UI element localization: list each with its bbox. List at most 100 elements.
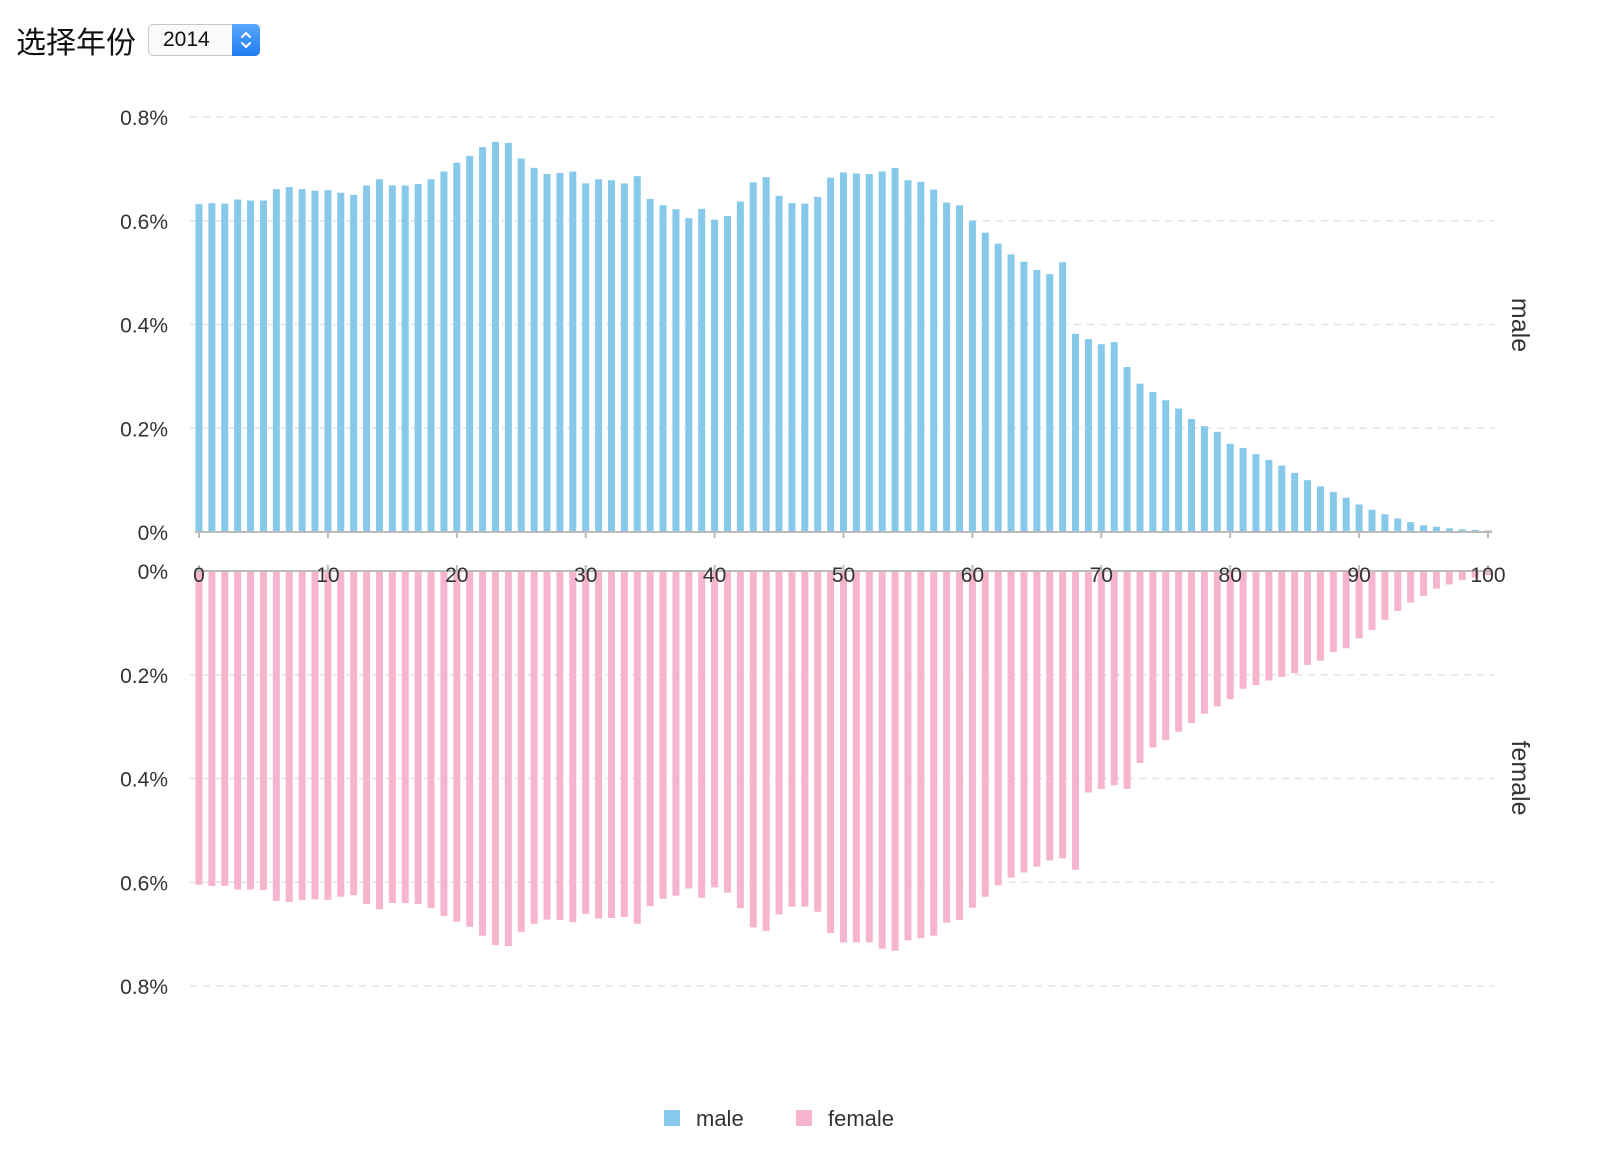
female-bar[interactable] [1252, 571, 1260, 686]
male-bar[interactable] [633, 176, 641, 532]
female-bar[interactable] [1471, 571, 1479, 578]
female-bar[interactable] [646, 571, 654, 907]
female-bar[interactable] [1188, 571, 1196, 723]
female-bar[interactable] [1394, 571, 1402, 611]
female-bar[interactable] [788, 571, 796, 907]
female-bar[interactable] [401, 571, 409, 903]
male-bar[interactable] [840, 172, 847, 532]
male-bar[interactable] [1020, 261, 1028, 532]
male-bar[interactable] [298, 189, 306, 532]
female-bar[interactable] [195, 571, 203, 885]
male-bar[interactable] [762, 177, 770, 533]
female-bar[interactable] [1329, 571, 1337, 652]
male-bar[interactable] [620, 183, 628, 532]
female-bar[interactable] [711, 571, 719, 888]
male-bar[interactable] [556, 173, 564, 532]
female-bar[interactable] [1175, 571, 1183, 732]
female-bar[interactable] [814, 571, 822, 912]
female-bar[interactable] [595, 571, 603, 919]
female-bar[interactable] [891, 571, 899, 951]
female-bar[interactable] [1213, 571, 1221, 707]
male-bar[interactable] [427, 179, 435, 532]
female-bar[interactable] [1420, 571, 1428, 596]
female-bar[interactable] [1136, 571, 1144, 763]
female-bar[interactable] [1007, 571, 1015, 878]
male-bar[interactable] [672, 209, 680, 532]
female-bar[interactable] [840, 571, 847, 943]
male-bar[interactable] [827, 177, 835, 532]
male-bar[interactable] [814, 196, 822, 532]
male-bar[interactable] [479, 147, 487, 532]
male-bar[interactable] [943, 202, 951, 532]
male-bar[interactable] [1420, 525, 1428, 532]
female-bar[interactable] [1059, 571, 1067, 859]
female-bar[interactable] [968, 571, 976, 908]
male-bar[interactable] [285, 187, 293, 532]
male-bar[interactable] [388, 185, 396, 532]
female-bar[interactable] [633, 571, 641, 924]
male-bar[interactable] [685, 218, 693, 532]
male-bar[interactable] [1291, 472, 1299, 532]
female-bar[interactable] [1381, 571, 1389, 620]
female-bar[interactable] [852, 571, 860, 943]
female-bar[interactable] [1033, 571, 1041, 867]
female-bar[interactable] [1084, 571, 1092, 793]
male-bar[interactable] [1046, 274, 1054, 532]
male-bar[interactable] [311, 190, 319, 532]
male-bar[interactable] [466, 155, 474, 532]
male-bar[interactable] [891, 167, 899, 532]
female-bar[interactable] [1265, 571, 1273, 681]
female-bar[interactable] [1226, 571, 1234, 700]
male-bar[interactable] [234, 199, 242, 532]
female-bar[interactable] [672, 571, 680, 896]
female-bar[interactable] [491, 571, 499, 946]
male-bar[interactable] [1213, 431, 1221, 532]
female-bar[interactable] [956, 571, 964, 921]
male-bar[interactable] [1123, 367, 1131, 532]
female-bar[interactable] [1445, 571, 1453, 585]
male-bar[interactable] [453, 162, 461, 532]
female-bar[interactable] [620, 571, 628, 918]
male-bar[interactable] [659, 205, 667, 532]
male-bar[interactable] [595, 179, 603, 532]
female-bar[interactable] [388, 571, 396, 903]
male-bar[interactable] [1162, 400, 1170, 532]
female-bar[interactable] [1304, 571, 1312, 665]
female-bar[interactable] [272, 571, 280, 901]
female-bar[interactable] [1046, 571, 1054, 861]
female-bar[interactable] [221, 571, 229, 886]
male-bar[interactable] [723, 216, 731, 533]
male-bar[interactable] [324, 190, 332, 533]
male-bar[interactable] [1007, 254, 1015, 532]
female-bar[interactable] [1123, 571, 1131, 789]
female-bar[interactable] [298, 571, 306, 900]
female-bar[interactable] [350, 571, 358, 896]
male-bar[interactable] [1252, 454, 1260, 532]
male-bar[interactable] [1368, 509, 1376, 532]
male-bar[interactable] [775, 195, 783, 532]
female-bar[interactable] [582, 571, 590, 914]
female-bar[interactable] [917, 571, 925, 939]
female-bar[interactable] [607, 571, 615, 919]
male-bar[interactable] [1097, 344, 1105, 532]
male-bar[interactable] [491, 141, 499, 532]
male-bar[interactable] [195, 204, 203, 532]
male-bar[interactable] [646, 198, 654, 532]
male-bar[interactable] [1458, 529, 1466, 532]
female-bar[interactable] [440, 571, 448, 916]
female-bar[interactable] [556, 571, 564, 921]
female-bar[interactable] [1355, 571, 1363, 639]
male-bar[interactable] [1188, 418, 1196, 532]
female-bar[interactable] [1432, 571, 1440, 589]
male-bar[interactable] [1265, 459, 1273, 532]
female-bar[interactable] [904, 571, 912, 941]
female-bar[interactable] [749, 571, 757, 928]
male-bar[interactable] [582, 183, 590, 532]
male-bar[interactable] [1278, 465, 1286, 532]
female-bar[interactable] [1020, 571, 1028, 873]
male-bar[interactable] [1200, 426, 1208, 532]
male-bar[interactable] [788, 203, 796, 533]
female-bar[interactable] [723, 571, 731, 893]
male-bar[interactable] [1084, 339, 1092, 532]
female-bar[interactable] [1407, 571, 1415, 603]
